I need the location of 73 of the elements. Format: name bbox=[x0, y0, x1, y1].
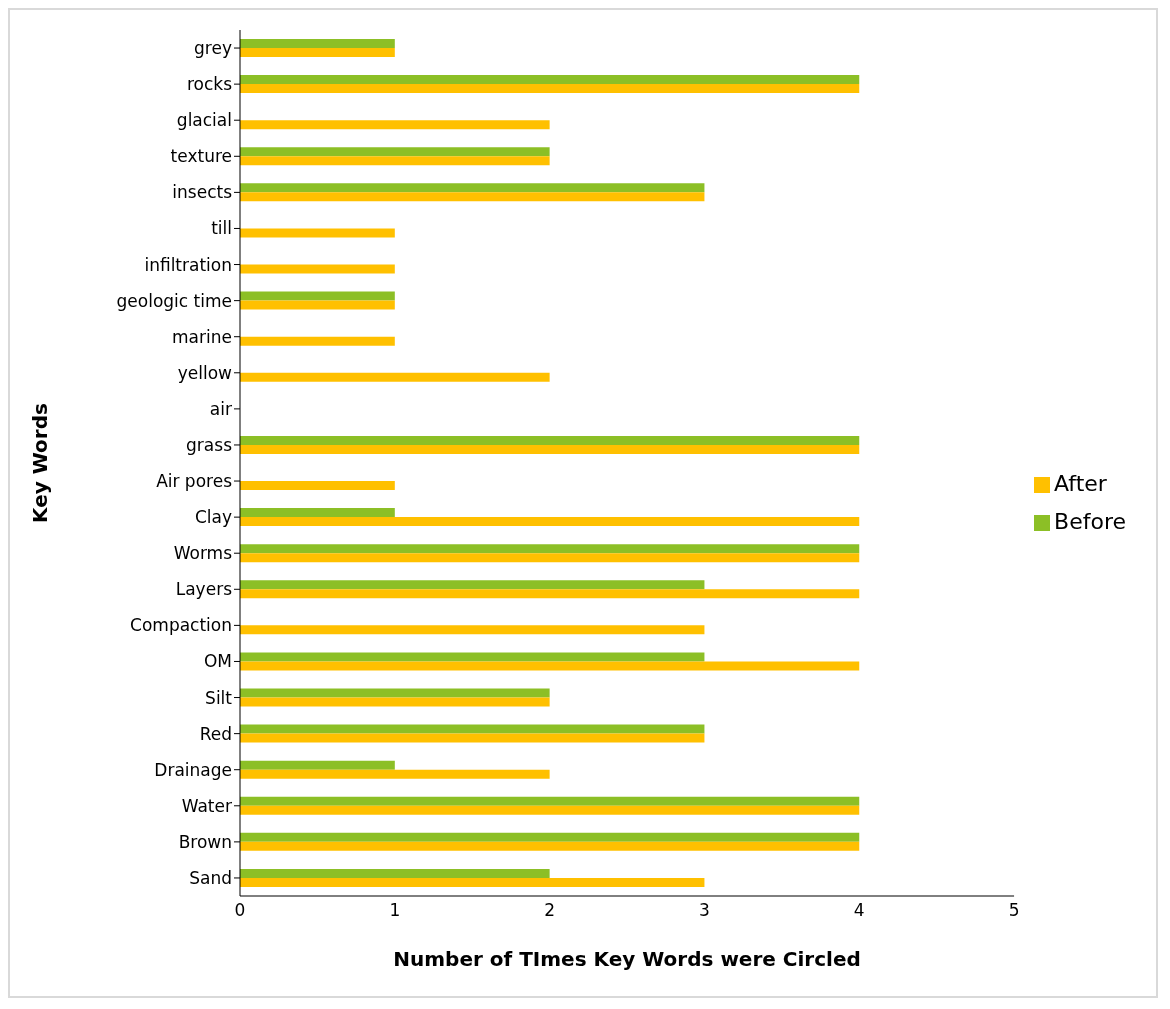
bar bbox=[240, 733, 705, 743]
bar bbox=[240, 760, 395, 770]
y-tick-label: Worms bbox=[173, 543, 233, 564]
bar bbox=[240, 517, 860, 527]
bar bbox=[240, 336, 395, 346]
bar bbox=[240, 48, 395, 58]
bar bbox=[240, 832, 860, 842]
y-tick-label: Water bbox=[181, 795, 232, 816]
x-tick-label: 1 bbox=[389, 900, 401, 921]
y-tick-label: glacial bbox=[176, 110, 232, 131]
y-tick-label: grey bbox=[194, 38, 232, 59]
bar bbox=[240, 435, 860, 445]
bar bbox=[240, 877, 705, 887]
y-tick-label: Layers bbox=[175, 579, 233, 600]
y-tick-label: infiltration bbox=[144, 254, 232, 275]
y-tick-label: grass bbox=[186, 434, 233, 455]
bar bbox=[240, 553, 860, 563]
y-tick-label: texture bbox=[170, 146, 232, 167]
bar bbox=[240, 481, 395, 491]
y-tick-label: rocks bbox=[186, 74, 233, 95]
legend-label: After bbox=[1054, 471, 1107, 496]
bar bbox=[240, 39, 395, 49]
y-tick-label: Sand bbox=[189, 867, 232, 888]
bar bbox=[240, 805, 860, 815]
bar bbox=[240, 580, 705, 590]
bar bbox=[240, 868, 550, 878]
bar bbox=[240, 661, 860, 671]
x-tick-label: 3 bbox=[699, 900, 710, 921]
bar bbox=[240, 697, 550, 707]
y-tick-label: Red bbox=[199, 723, 232, 744]
bar bbox=[240, 372, 550, 382]
y-tick-label: air bbox=[209, 398, 232, 419]
bar bbox=[240, 147, 550, 157]
bar bbox=[240, 841, 860, 851]
bar bbox=[240, 796, 860, 806]
bar bbox=[240, 156, 550, 166]
bar bbox=[240, 544, 860, 554]
bar bbox=[240, 192, 705, 202]
y-tick-label: till bbox=[211, 218, 232, 239]
y-tick-label: Compaction bbox=[130, 615, 232, 636]
bar bbox=[240, 300, 395, 310]
bar bbox=[240, 75, 860, 85]
bar bbox=[240, 120, 550, 130]
bar bbox=[240, 444, 860, 454]
y-tick-label: Brown bbox=[178, 831, 232, 852]
y-tick-label: Clay bbox=[194, 507, 232, 528]
x-tick-label: 2 bbox=[544, 900, 556, 921]
x-axis-title: Number of TImes Key Words were Circled bbox=[393, 947, 861, 971]
y-tick-label: geologic time bbox=[116, 290, 232, 311]
bar bbox=[240, 264, 395, 274]
y-tick-label: yellow bbox=[177, 362, 233, 383]
y-tick-label: Silt bbox=[205, 687, 233, 708]
x-tick-label: 4 bbox=[853, 900, 865, 921]
bar bbox=[240, 183, 705, 193]
legend-label: Before bbox=[1054, 509, 1126, 534]
bar bbox=[240, 508, 395, 518]
bar bbox=[240, 724, 705, 734]
bar bbox=[240, 589, 860, 599]
bar bbox=[240, 291, 395, 301]
y-tick-label: marine bbox=[172, 326, 232, 347]
x-tick-label: 0 bbox=[234, 900, 246, 921]
bar bbox=[240, 769, 550, 779]
y-tick-label: OM bbox=[203, 651, 232, 672]
bar bbox=[240, 652, 705, 662]
y-axis-title: Key Words bbox=[28, 403, 53, 523]
bar bbox=[240, 625, 705, 635]
bar bbox=[240, 688, 550, 698]
y-tick-label: Drainage bbox=[154, 759, 232, 780]
y-tick-label: insects bbox=[172, 182, 233, 203]
bar bbox=[240, 84, 860, 94]
bar bbox=[240, 228, 395, 238]
y-tick-label: Air pores bbox=[156, 471, 233, 492]
x-tick-label: 5 bbox=[1008, 900, 1020, 921]
